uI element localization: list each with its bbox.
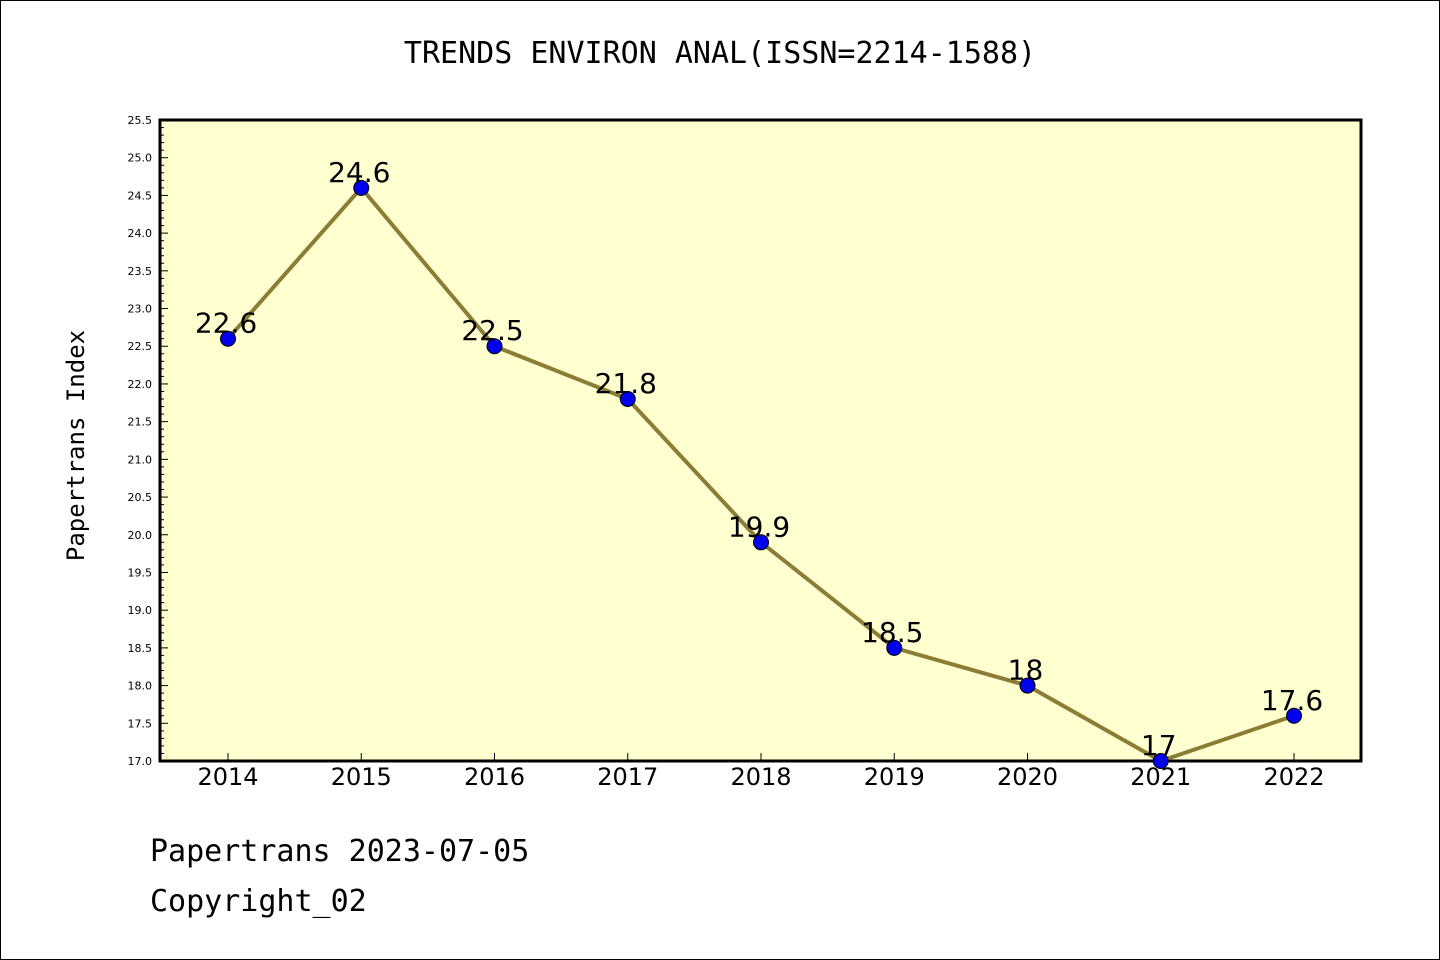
data-label: 22.6 bbox=[195, 307, 257, 340]
x-tick-label: 2018 bbox=[730, 763, 791, 791]
y-axis-label: Papertrans Index bbox=[62, 330, 90, 561]
y-tick-label: 21.0 bbox=[128, 453, 153, 466]
footer-copyright: Copyright_02 bbox=[150, 884, 367, 919]
y-axis: 17.0 17.5 18.0 18.5 19.0 19.5 20.0 20.5 21.0 21.5… bbox=[128, 114, 168, 768]
data-label: 18 bbox=[1008, 654, 1044, 687]
y-tick-label: 20.0 bbox=[128, 529, 153, 542]
data-label: 17 bbox=[1141, 729, 1177, 762]
data-point bbox=[486, 338, 503, 355]
data-label: 21.8 bbox=[595, 367, 657, 400]
y-tick-label: 17.5 bbox=[128, 717, 153, 730]
y-tick-label: 23.0 bbox=[128, 303, 153, 316]
y-tick-label: 21.5 bbox=[128, 416, 153, 429]
y-tick-label: 19.0 bbox=[128, 604, 153, 617]
data-label: 22.5 bbox=[461, 314, 523, 347]
y-tick-label: 17.0 bbox=[128, 755, 153, 768]
x-tick-label: 2017 bbox=[597, 763, 658, 791]
x-axis: 2014 2015 2016 2017 2018 2019 2020 2021 2022 bbox=[197, 753, 1325, 791]
y-tick-label: 24.5 bbox=[128, 189, 153, 202]
data-point bbox=[1152, 753, 1169, 769]
y-tick-label: 25.5 bbox=[128, 114, 153, 127]
data-label: 17.6 bbox=[1261, 684, 1323, 717]
x-tick-label: 2020 bbox=[997, 763, 1058, 791]
data-point bbox=[619, 391, 636, 408]
data-label: 19.9 bbox=[728, 510, 790, 543]
x-tick-label: 2016 bbox=[464, 763, 525, 791]
data-point bbox=[753, 534, 769, 551]
y-tick-label: 25.0 bbox=[128, 152, 153, 165]
y-tick-label: 20.5 bbox=[128, 491, 153, 504]
data-point bbox=[353, 179, 370, 196]
data-point bbox=[220, 330, 236, 347]
data-point bbox=[886, 639, 903, 656]
y-tick-label: 22.5 bbox=[128, 340, 153, 353]
data-labels: 22.6 24.6 22.5 21.8 19.9 18.5 18 17 17.6 bbox=[195, 156, 1323, 762]
y-tick-label: 23.5 bbox=[128, 265, 153, 278]
data-point bbox=[1019, 677, 1036, 694]
x-tick-label: 2019 bbox=[864, 763, 925, 791]
data-label: 24.6 bbox=[328, 156, 390, 189]
plot-area bbox=[158, 118, 1363, 763]
x-tick-label: 2015 bbox=[331, 763, 392, 791]
x-tick-label: 2022 bbox=[1263, 763, 1324, 791]
y-tick-label: 24.0 bbox=[128, 227, 153, 240]
y-tick-label: 18.5 bbox=[128, 642, 153, 655]
y-tick-label: 19.5 bbox=[128, 566, 153, 579]
data-point bbox=[1286, 707, 1302, 724]
data-label: 18.5 bbox=[861, 616, 923, 649]
footer-date: Papertrans 2023-07-05 bbox=[150, 834, 530, 869]
series-layer bbox=[220, 179, 1302, 769]
y-tick-label: 18.0 bbox=[128, 680, 153, 693]
y-tick-label: 22.0 bbox=[128, 378, 153, 391]
chart-title: TRENDS ENVIRON ANAL(ISSN=2214-1588) bbox=[403, 36, 1037, 71]
x-tick-label: 2014 bbox=[197, 763, 258, 791]
